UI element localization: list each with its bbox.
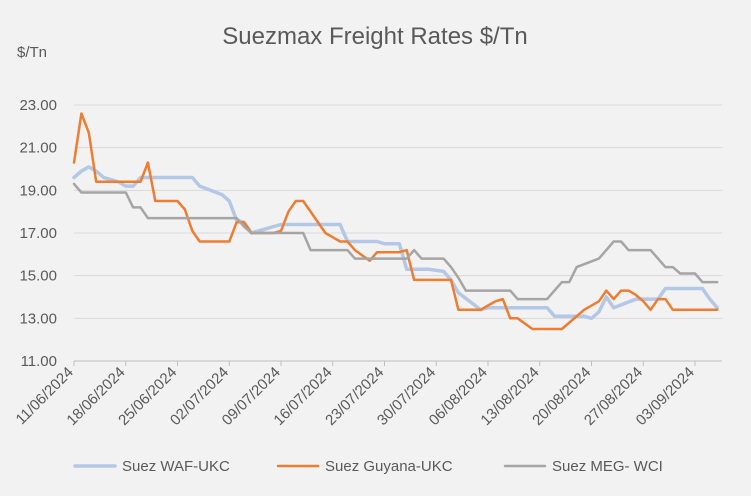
x-axis-ticks: 11/06/202418/06/202425/06/202402/07/2024… (13, 361, 698, 429)
series-line-3 (72, 182, 719, 301)
series-line-2 (72, 112, 719, 331)
y-tick-label: 19.00 (19, 182, 57, 199)
legend-label: Suez MEG- WCI (552, 458, 663, 475)
y-tick-label: 23.00 (19, 97, 57, 114)
y-tick-label: 13.00 (19, 310, 57, 327)
chart-title: Suezmax Freight Rates $/Tn (222, 23, 527, 50)
y-tick-label: 17.00 (19, 225, 57, 242)
legend-label: Suez WAF-UKC (122, 458, 230, 475)
series-line-1 (72, 165, 719, 321)
legend-label: Suez Guyana-UKC (325, 458, 453, 475)
unit-label: $/Tn (17, 44, 47, 61)
y-tick-label: 21.00 (19, 140, 57, 157)
y-tick-label: 11.00 (21, 353, 57, 370)
legend: Suez WAF-UKC Suez Guyana-UKC Suez MEG- WCI (73, 458, 663, 475)
y-axis-ticks: 11.00 13.00 15.00 17.00 19.00 21.00 23.00 (19, 97, 57, 370)
series-lines (72, 112, 719, 331)
y-tick-label: 15.00 (19, 268, 57, 285)
grid-lines (74, 104, 722, 362)
